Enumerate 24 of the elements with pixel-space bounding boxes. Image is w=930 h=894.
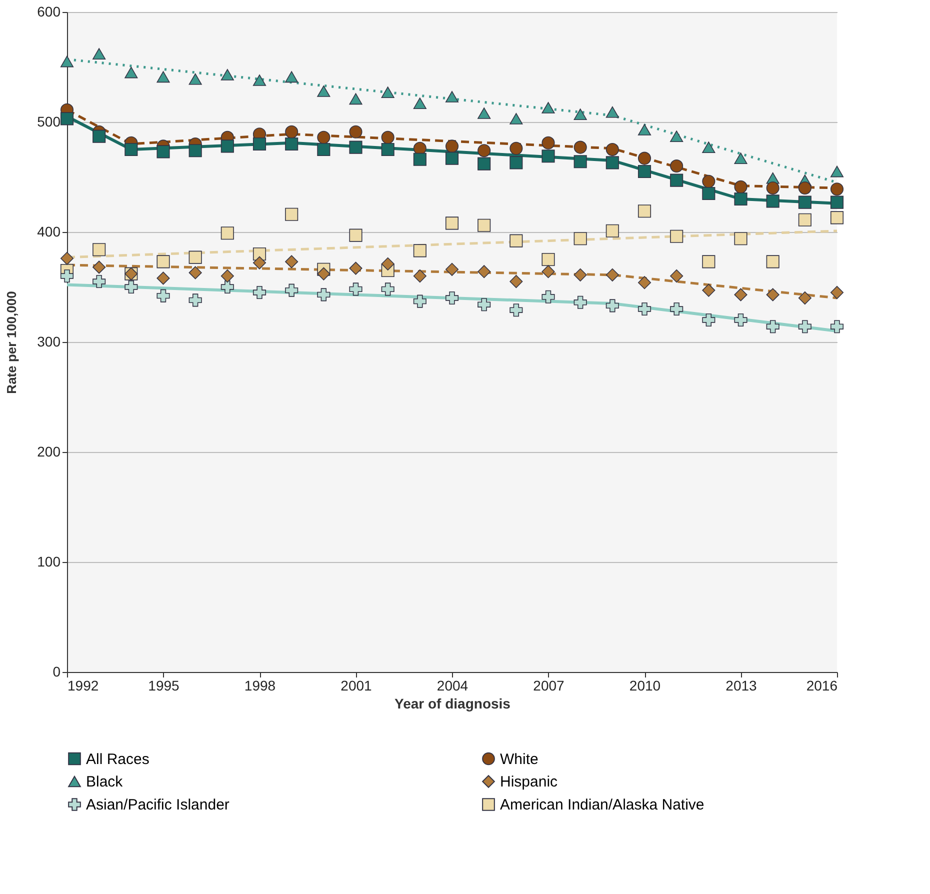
x-tick-label: 2016	[806, 678, 838, 694]
legend-label: White	[500, 750, 538, 768]
x-tick-label: 2004	[436, 678, 468, 694]
y-tick-label: 500	[37, 114, 61, 130]
x-axis-title: Year of diagnosis	[394, 696, 511, 712]
x-tick-label: 2013	[726, 678, 758, 694]
y-tick-label: 0	[52, 664, 61, 680]
y-tick-label: 100	[37, 554, 61, 570]
y-tick-label: 600	[37, 4, 61, 20]
x-tick-label: 1995	[148, 678, 180, 694]
legend-label: Hispanic	[500, 774, 558, 790]
y-tick-label: 400	[37, 224, 61, 240]
x-tick-label: 2001	[340, 678, 372, 694]
y-axis-title: Rate per 100,000	[4, 291, 20, 394]
legend-label: Black	[86, 774, 124, 790]
legend-label: American Indian/Alaska Native	[500, 796, 704, 814]
x-tick-label: 1998	[244, 678, 276, 694]
x-tick-label: 1992	[68, 678, 99, 694]
y-tick-label: 200	[37, 444, 61, 460]
x-tick-label: 2007	[533, 678, 565, 694]
y-tick-label: 300	[37, 334, 61, 350]
legend-label: All Races	[86, 750, 150, 768]
legend-label: Asian/Pacific Islander	[86, 796, 230, 814]
x-tick-label: 2010	[629, 678, 661, 694]
